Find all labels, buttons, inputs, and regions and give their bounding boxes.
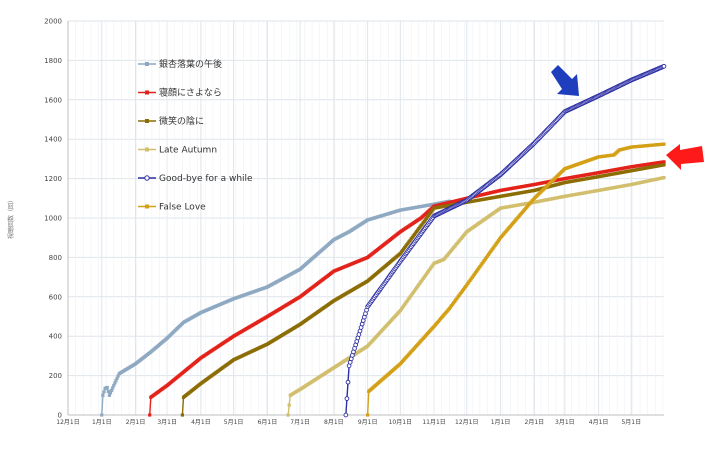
data-point (105, 385, 109, 390)
data-point (112, 383, 116, 388)
data-point (102, 390, 106, 394)
legend-label: 銀杏落葉の午後 (159, 58, 222, 70)
legend-swatch-marker (145, 204, 149, 209)
y-axis-ticks: 0 200 400 600 800 1000 1200 1400 1600 1800 2000 (44, 18, 62, 420)
data-point (148, 413, 152, 417)
legend-label: False Love (159, 203, 206, 213)
x-tick-label: 2月1日 (126, 419, 146, 426)
y-tick-label: 600 (49, 293, 62, 301)
data-point (662, 160, 666, 164)
legend-item: Late Autumn (138, 146, 217, 156)
data-point (286, 413, 290, 417)
data-point (344, 396, 350, 401)
x-tick-label: 10月1日 (389, 419, 412, 426)
legend-item: 寝顔にさよなら (138, 87, 222, 99)
x-tick-label: 11月1日 (422, 419, 445, 426)
data-point (366, 413, 370, 417)
x-tick-label: 5月1日 (621, 419, 641, 426)
y-tick-label: 1600 (44, 96, 62, 104)
x-tick-label: 9月1日 (358, 419, 378, 426)
y-tick-label: 1800 (44, 57, 62, 65)
y-tick-label: 1200 (44, 175, 62, 183)
y-tick-label: 0 (58, 412, 62, 420)
x-tick-label: 5月1日 (224, 419, 244, 426)
legend-item: 銀杏落葉の午後 (138, 58, 222, 70)
x-tick-label: 8月1日 (324, 419, 344, 426)
data-point (662, 142, 666, 146)
data-point (100, 413, 104, 417)
x-tick-label: 3月1日 (555, 419, 575, 426)
legend-swatch-marker (145, 90, 149, 95)
x-axis-ticks: 12月1日 1月1日 2月1日 3月1日 4月1日 5月1日 6月1日 7月1日 8月1日 9月1… (56, 419, 641, 426)
data-point (116, 374, 120, 378)
y-tick-label: 2000 (44, 18, 62, 26)
red-arrow-icon (666, 144, 704, 170)
x-tick-label: 2月1日 (525, 419, 545, 426)
legend-item: Good-bye for a while (138, 174, 253, 184)
y-axis-label: 視聴回数（回） (7, 197, 15, 239)
data-point (115, 376, 119, 380)
annotations (551, 65, 704, 170)
series-group (100, 63, 667, 418)
legend-label: Late Autumn (159, 146, 217, 156)
x-tick-label: 4月1日 (589, 419, 609, 426)
legend-swatch-marker (145, 119, 149, 123)
y-tick-label: 400 (49, 333, 62, 341)
data-point (111, 386, 115, 390)
legend-label: Good-bye for a while (159, 174, 253, 184)
x-tick-label: 6月1日 (258, 419, 278, 426)
legend-item: False Love (138, 203, 206, 213)
x-tick-label: 1月1日 (92, 419, 112, 426)
data-point (101, 393, 105, 397)
x-tick-label: 4月1日 (191, 419, 211, 426)
series-0 (100, 199, 451, 417)
legend-item: 微笑の陰に (138, 115, 204, 127)
blue-arrow-icon (551, 65, 579, 96)
y-tick-label: 200 (49, 372, 62, 380)
data-point (662, 176, 666, 180)
legend-swatch-marker (145, 62, 149, 66)
data-point (109, 388, 114, 392)
legend-label: 寝顔にさよなら (159, 87, 222, 99)
series-1 (148, 160, 666, 417)
y-tick-label: 1000 (44, 215, 62, 223)
data-point (114, 379, 118, 383)
x-tick-label: 1月1日 (491, 419, 511, 426)
y-tick-label: 1400 (44, 136, 62, 144)
data-point (662, 163, 666, 167)
y-tick-label: 800 (49, 254, 62, 262)
series-4 (343, 63, 667, 418)
data-point (343, 412, 349, 418)
x-tick-label: 3月1日 (157, 419, 177, 426)
series-2 (180, 163, 666, 417)
axes (67, 21, 664, 416)
data-point (107, 393, 112, 397)
x-tick-label: 7月1日 (290, 419, 310, 426)
series-5 (366, 142, 666, 417)
x-tick-label: 12月1日 (455, 419, 478, 426)
legend-swatch-marker (144, 175, 150, 181)
data-point (180, 413, 185, 417)
legend-swatch-marker (145, 147, 149, 152)
data-point (345, 379, 351, 385)
data-point (287, 403, 291, 407)
data-point (108, 391, 113, 395)
data-point (106, 389, 110, 393)
x-tick-label: 12月1日 (56, 419, 79, 426)
legend-label: 微笑の陰に (159, 115, 204, 127)
data-point (113, 381, 117, 385)
data-point (661, 63, 667, 69)
